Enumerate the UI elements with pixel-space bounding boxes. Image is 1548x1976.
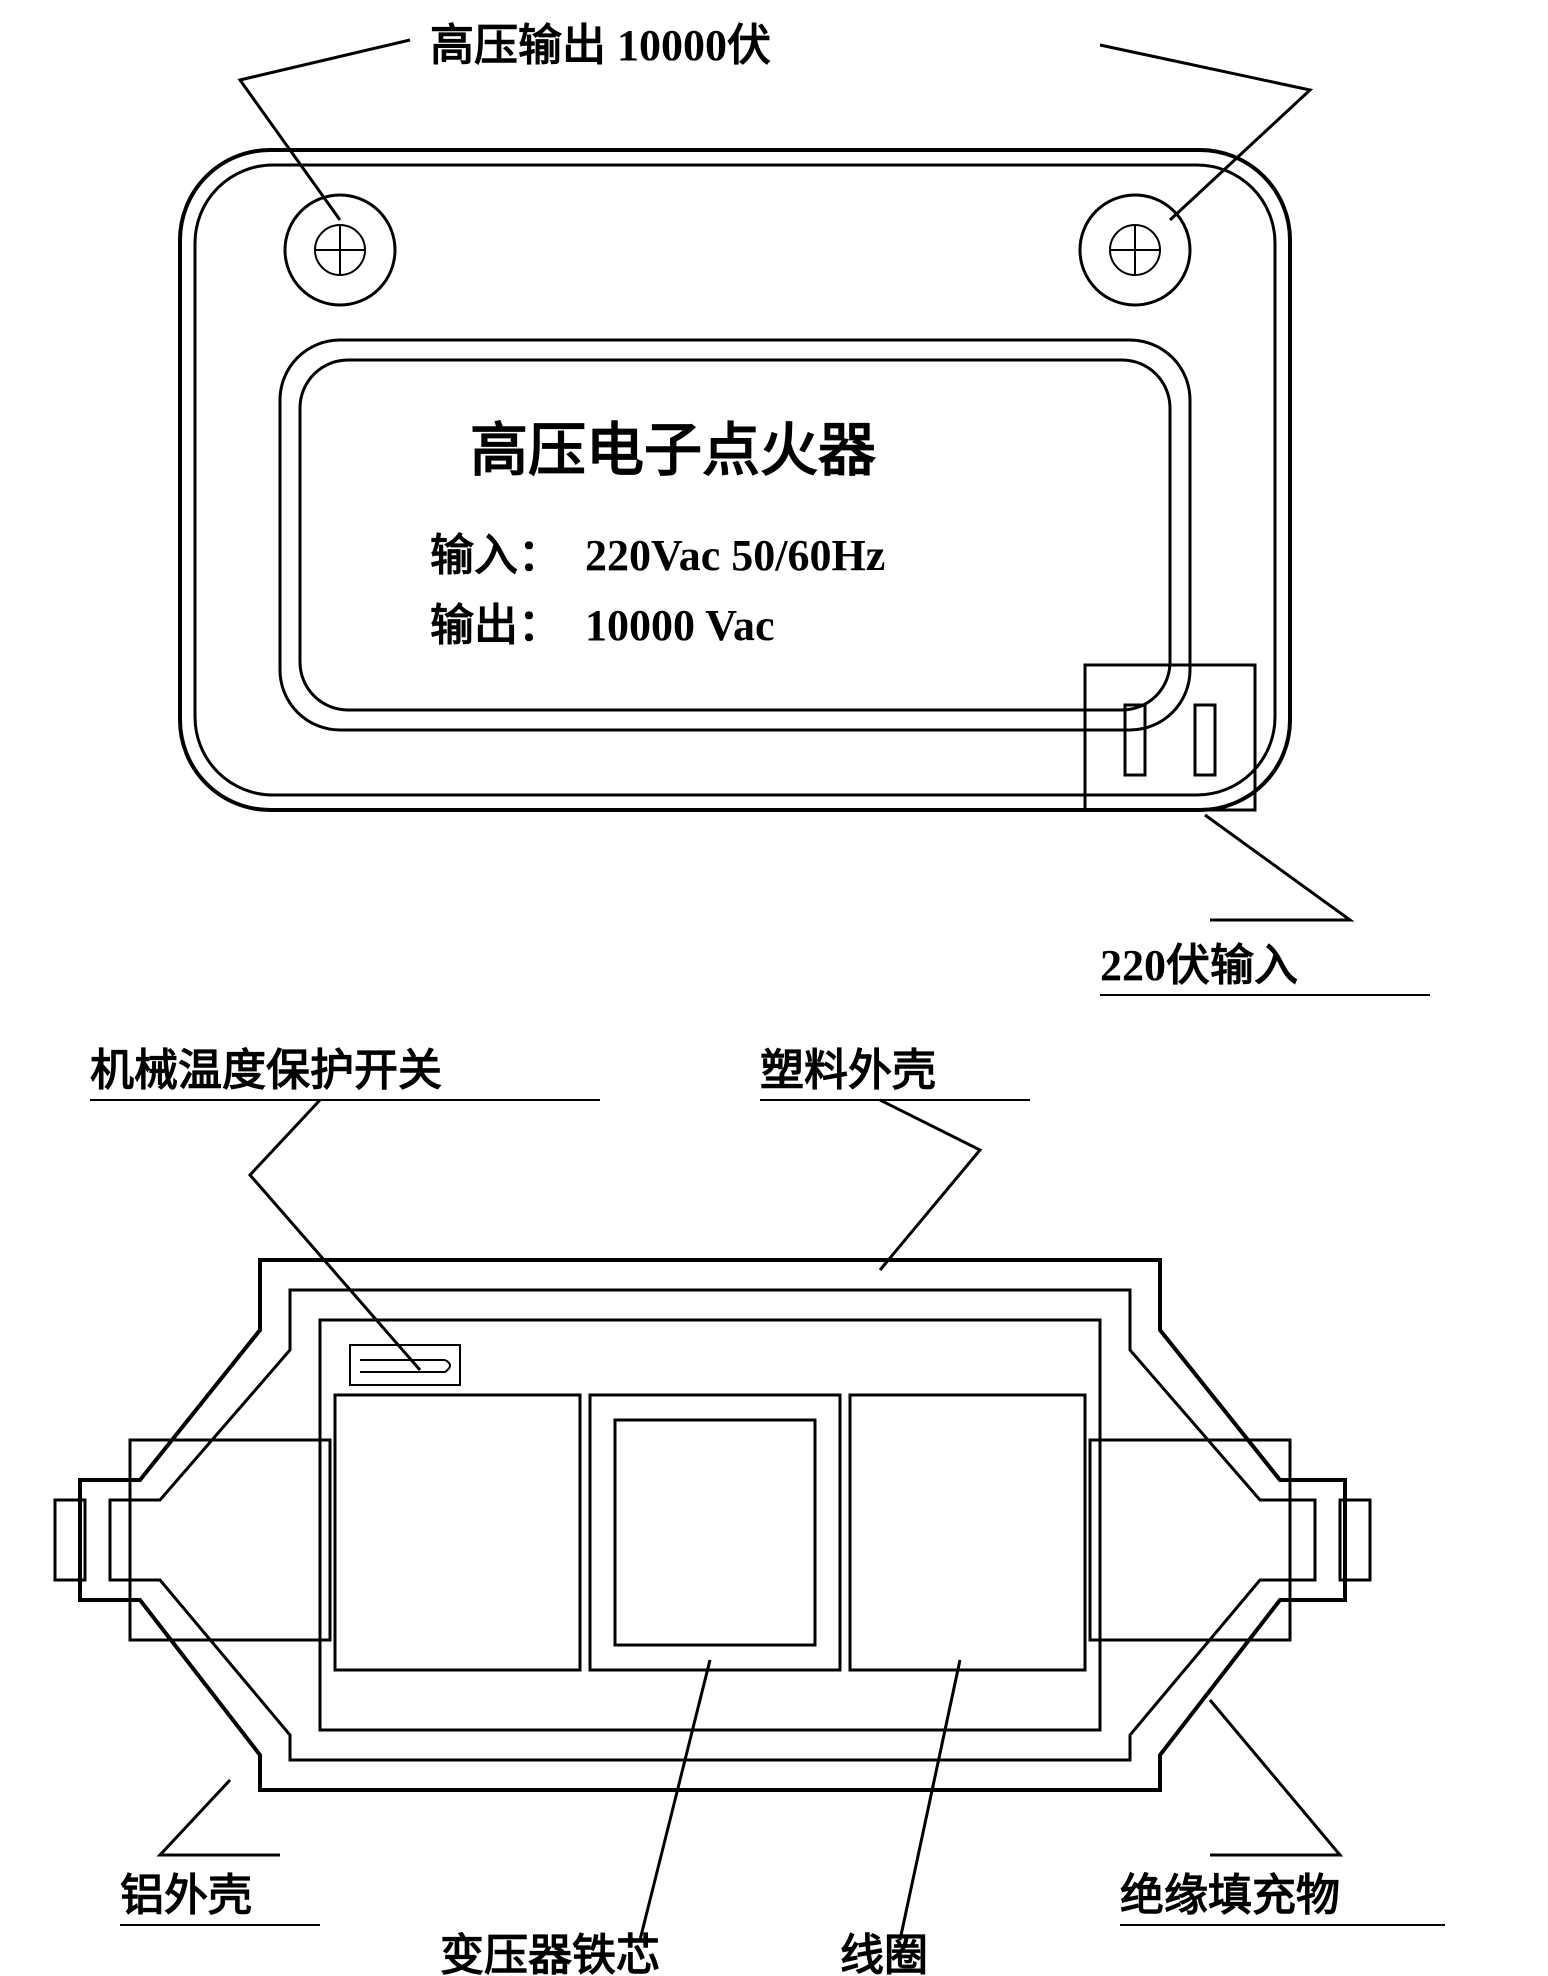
coil-label: 线圈	[840, 1931, 928, 1976]
cross-section-view	[55, 1260, 1370, 1790]
thermal-switch-label: 机械温度保护开关	[90, 1046, 442, 1095]
input-value: 220Vac 50/60Hz	[585, 531, 885, 580]
top-label: 高压输出 10000伏	[430, 21, 771, 70]
device-title: 高压电子点火器	[470, 418, 877, 483]
input-label: 输入：	[430, 531, 562, 580]
terminal-right	[1080, 195, 1190, 305]
output-value: 10000 Vac	[585, 601, 774, 650]
device-front-view: 高压电子点火器 输入： 220Vac 50/60Hz 输出： 10000 Vac	[180, 150, 1290, 810]
aluminum-shell-label: 铝外壳	[120, 1871, 252, 1920]
terminal-left	[285, 195, 395, 305]
plastic-shell-label: 塑料外壳	[760, 1046, 936, 1095]
input-socket-label: 220伏输入	[1100, 941, 1298, 990]
output-label: 输出：	[430, 601, 562, 650]
transformer-core-label: 变压器铁芯	[440, 1931, 660, 1976]
insulation-label: 绝缘填充物	[1120, 1871, 1340, 1920]
